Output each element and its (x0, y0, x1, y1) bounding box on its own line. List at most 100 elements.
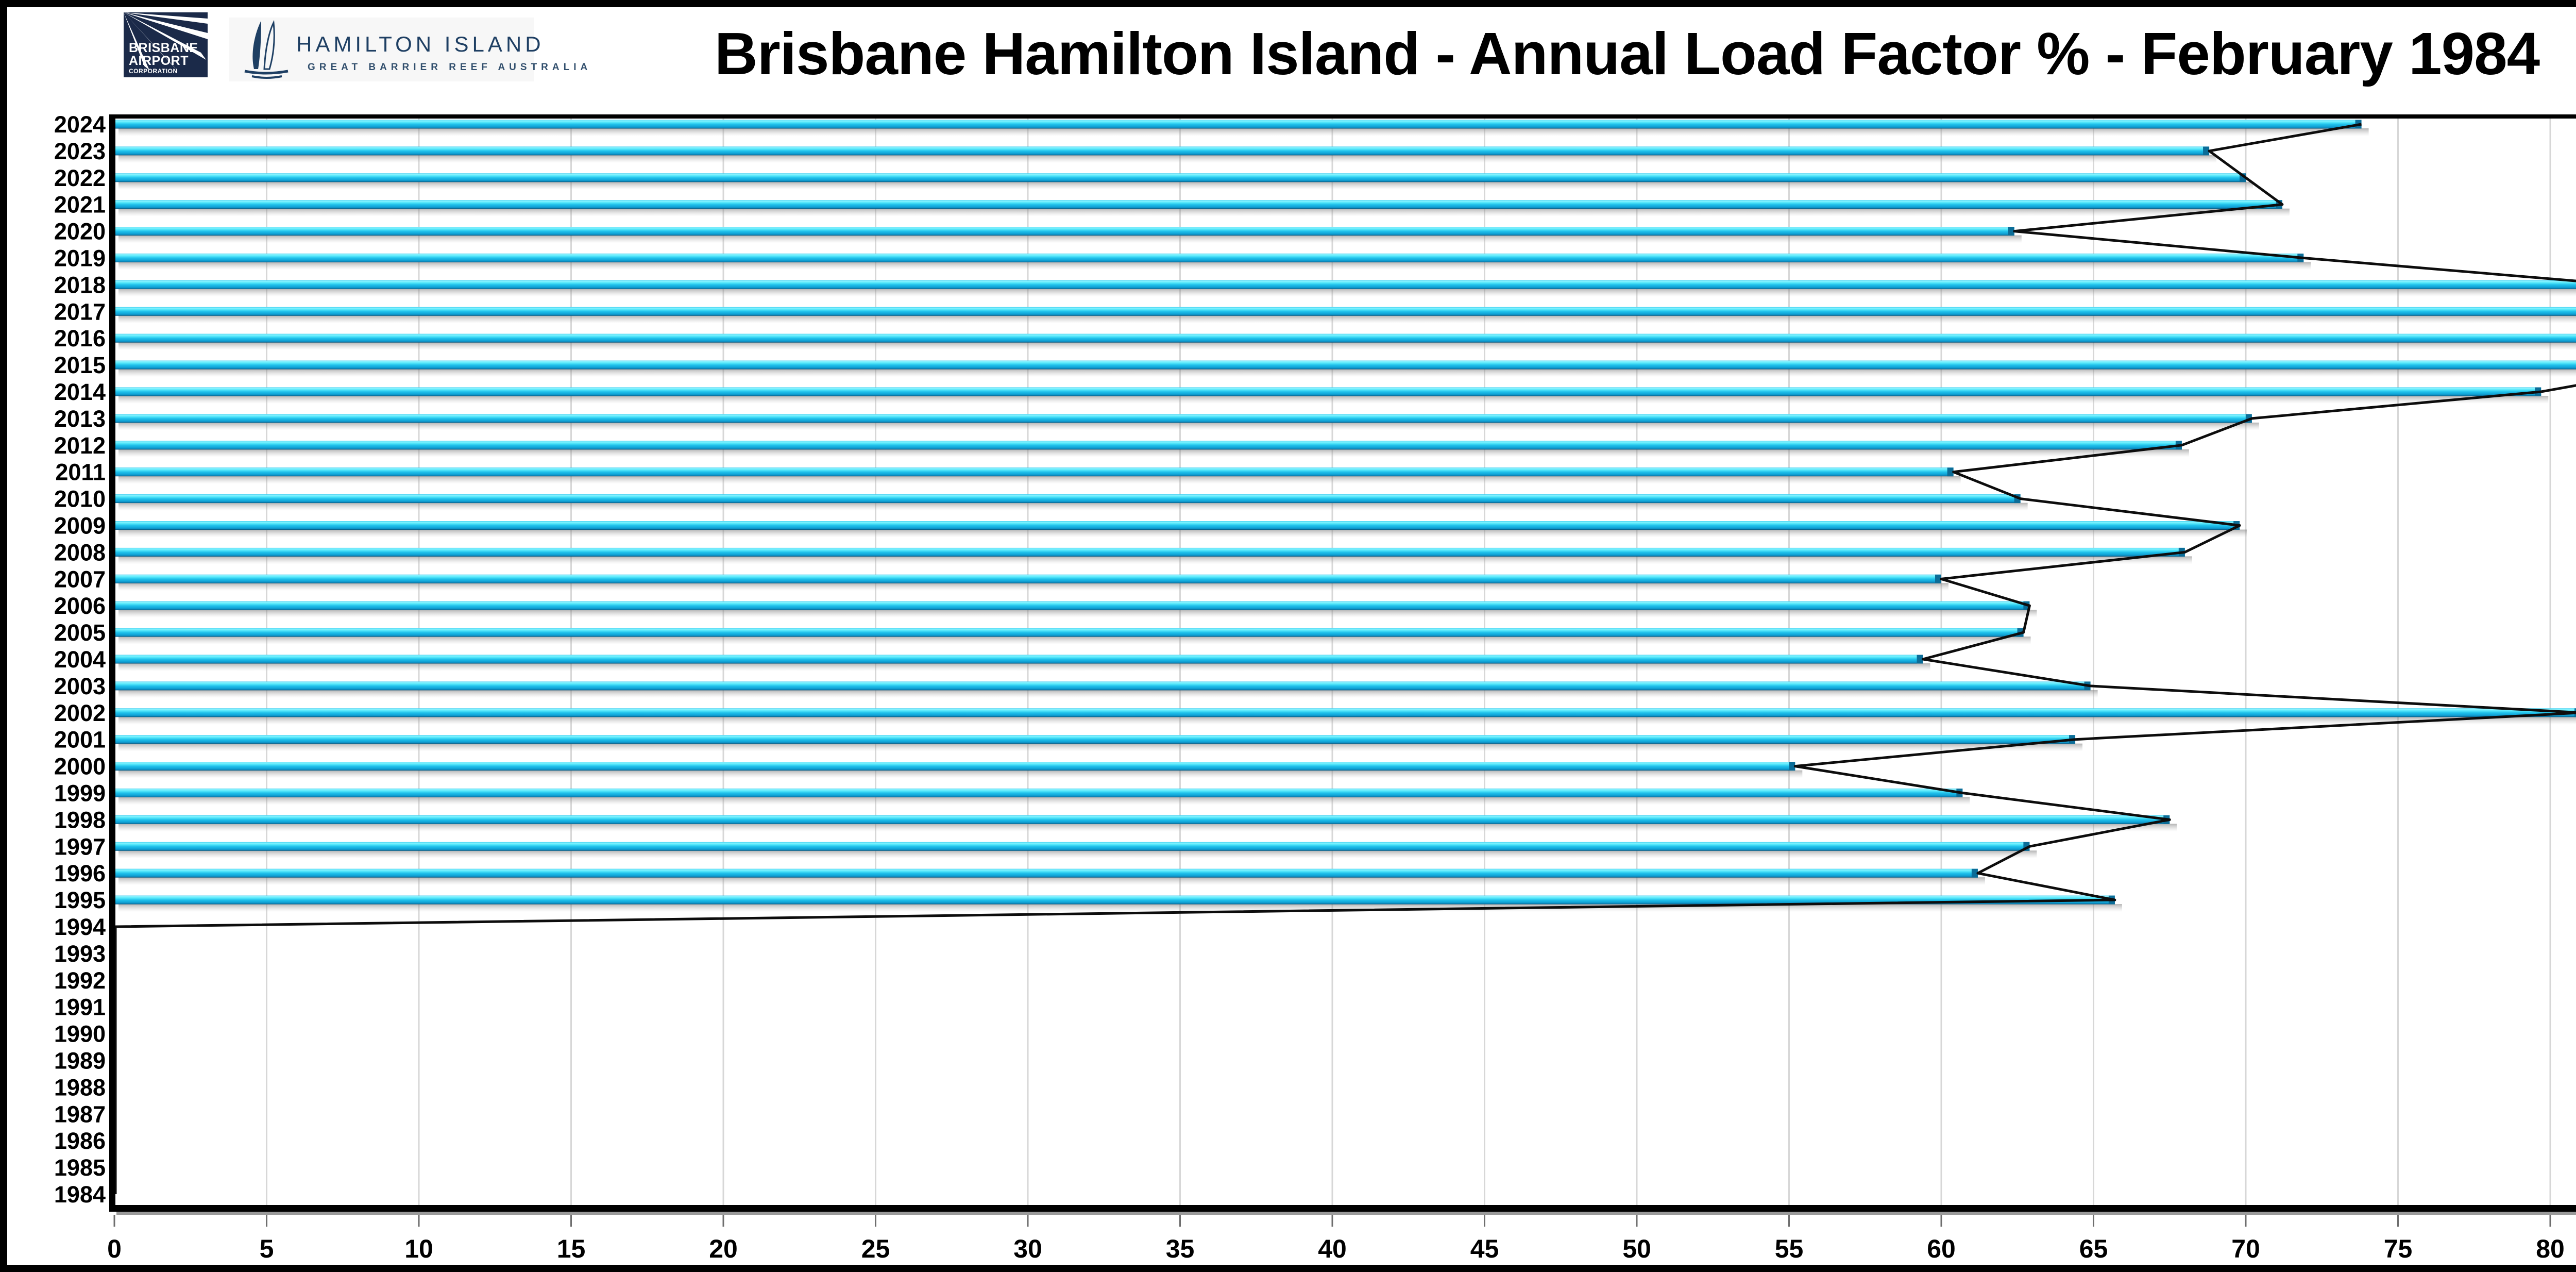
brisbane-airport-logo: BRISBANE AIRPORT CORPORATION (124, 12, 208, 77)
y-label-1994: 1994 (54, 914, 106, 940)
bar-shadow-1998 (118, 824, 2177, 832)
bar-shadow-1997 (118, 850, 2037, 859)
y-label-2014: 2014 (54, 379, 106, 405)
bar-2004 (114, 655, 1923, 664)
bar-shadow-2020 (118, 235, 2022, 243)
y-label-1996: 1996 (54, 860, 106, 886)
bar-shadow-2000 (118, 770, 1803, 778)
y-axis-line (109, 114, 115, 1212)
bar-shadow-2006 (118, 610, 2037, 618)
hamilton-island-logo-tagline: GREAT BARRIER REEF AUSTRALIA (308, 62, 592, 73)
y-label-2024: 2024 (54, 111, 106, 138)
bar-shadow-2007 (118, 583, 1948, 591)
x-axis-shadow (116, 1212, 2576, 1215)
bar-endcap-2020 (2008, 227, 2014, 236)
y-label-2002: 2002 (54, 700, 106, 726)
bar-endcap-2007 (1935, 574, 1941, 583)
y-label-2015: 2015 (54, 352, 106, 378)
bar-2017 (114, 307, 2576, 316)
y-label-2007: 2007 (54, 566, 106, 592)
bar-shadow-1995 (118, 904, 2122, 912)
y-label-2017: 2017 (54, 298, 106, 325)
brisbane-airport-logo-text: BRISBANE AIRPORT CORPORATION (129, 41, 198, 74)
y-label-1986: 1986 (54, 1128, 106, 1154)
x-tick-label-25: 25 (861, 1234, 890, 1263)
x-tick-label-50: 50 (1622, 1234, 1651, 1263)
bar-2020 (114, 227, 2014, 236)
y-label-2009: 2009 (54, 513, 106, 539)
x-tick-label-55: 55 (1775, 1234, 1804, 1263)
y-label-1998: 1998 (54, 807, 106, 833)
y-label-1988: 1988 (54, 1074, 106, 1100)
bar-shadow-2015 (118, 369, 2576, 377)
x-tick-label-30: 30 (1013, 1234, 1042, 1263)
y-label-2018: 2018 (54, 272, 106, 298)
y-label-1989: 1989 (54, 1048, 106, 1074)
plot-top-border (109, 114, 2576, 119)
bar-shadow-2009 (118, 529, 2247, 538)
bar-2014 (114, 387, 2541, 396)
y-label-1991: 1991 (54, 994, 106, 1020)
bar-1999 (114, 789, 1963, 797)
bars (114, 120, 2576, 912)
sailboat-icon (244, 20, 289, 79)
bar-2018 (114, 280, 2576, 289)
x-tick-label-5: 5 (260, 1234, 274, 1263)
bar-2002 (114, 708, 2576, 717)
plot-frame (109, 114, 2576, 1215)
bar-shadow-2008 (118, 556, 2192, 564)
bac-line2: AIRPORT (129, 54, 189, 69)
bar-2000 (114, 762, 1795, 771)
y-label-2003: 2003 (54, 673, 106, 699)
bar-endcap-1996 (1971, 868, 1978, 878)
bar-endcap-2000 (1789, 762, 1795, 771)
y-label-2000: 2000 (54, 754, 106, 780)
x-tick-label-70: 70 (2231, 1234, 2260, 1263)
light-rays-icon (124, 12, 208, 70)
bar-endcap-2023 (2203, 146, 2210, 156)
bar-shadow-2001 (118, 743, 2083, 751)
x-tick-label-45: 45 (1470, 1234, 1499, 1263)
y-label-2019: 2019 (54, 245, 106, 272)
y-label-2020: 2020 (54, 219, 106, 245)
bar-shadow-2012 (118, 449, 2189, 457)
y-label-1992: 1992 (54, 967, 106, 994)
y-label-2012: 2012 (54, 432, 106, 459)
bar-shadow-2014 (118, 396, 2549, 404)
bar-2001 (114, 735, 2076, 744)
y-label-1995: 1995 (54, 887, 106, 913)
x-tick-label-40: 40 (1318, 1234, 1347, 1263)
bar-2015 (114, 360, 2576, 370)
bar-2005 (114, 628, 2024, 637)
x-tick-label-15: 15 (557, 1234, 586, 1263)
bar-shadow-2003 (118, 690, 2098, 698)
x-tick-label-80: 80 (2536, 1234, 2565, 1263)
bar-shadow-2021 (118, 208, 2290, 216)
bar-shadow-2017 (118, 315, 2576, 324)
bar-2024 (114, 120, 2362, 129)
bar-shadow-2024 (118, 128, 2369, 136)
y-label-1987: 1987 (54, 1101, 106, 1127)
y-label-2008: 2008 (54, 539, 106, 565)
y-label-1985: 1985 (54, 1154, 106, 1181)
bar-2006 (114, 601, 2030, 610)
hamilton-island-logo-name: HAMILTON ISLAND (296, 32, 545, 56)
x-tick-label-0: 0 (107, 1234, 122, 1263)
bar-2011 (114, 467, 1954, 477)
y-label-1990: 1990 (54, 1021, 106, 1047)
y-label-2023: 2023 (54, 138, 106, 164)
y-label-2010: 2010 (54, 486, 106, 512)
y-label-1993: 1993 (54, 941, 106, 967)
bar-2021 (114, 200, 2282, 209)
y-label-2005: 2005 (54, 620, 106, 646)
y-label-1999: 1999 (54, 780, 106, 807)
bar-shadow-2002 (118, 716, 2576, 725)
bar-endcap-2004 (1917, 655, 1923, 664)
bar-shadow-1996 (118, 877, 1985, 885)
y-label-2001: 2001 (54, 727, 106, 753)
bar-endcap-2011 (1947, 467, 1954, 477)
y-label-2004: 2004 (54, 646, 106, 673)
x-axis-line (109, 1205, 2576, 1212)
